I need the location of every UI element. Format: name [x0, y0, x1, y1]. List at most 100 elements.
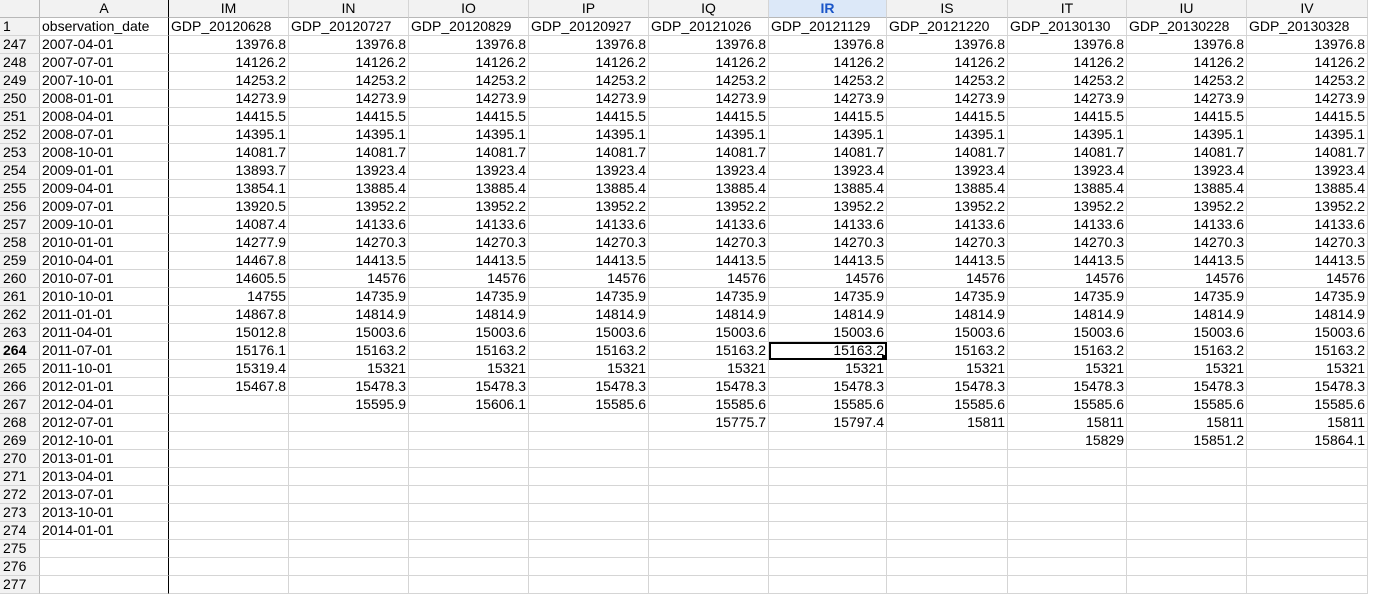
value-cell[interactable] [1008, 522, 1127, 540]
value-cell[interactable]: 14576 [1127, 270, 1247, 288]
value-cell[interactable]: 15811 [1247, 414, 1368, 432]
value-cell[interactable]: 15595.9 [289, 396, 409, 414]
value-cell[interactable] [769, 540, 887, 558]
value-cell[interactable]: 13952.2 [1008, 198, 1127, 216]
value-cell[interactable]: 14413.5 [529, 252, 649, 270]
date-cell[interactable]: 2010-07-01 [40, 270, 169, 288]
value-cell[interactable]: 14735.9 [769, 288, 887, 306]
value-cell[interactable]: 14814.9 [289, 306, 409, 324]
value-cell[interactable]: 14253.2 [887, 72, 1008, 90]
column-header-a[interactable]: A [40, 0, 169, 18]
value-cell[interactable] [1247, 504, 1368, 522]
value-cell[interactable] [1247, 486, 1368, 504]
date-cell[interactable]: 2007-07-01 [40, 54, 169, 72]
value-cell[interactable]: 14415.5 [1127, 108, 1247, 126]
value-cell[interactable]: 15478.3 [1247, 378, 1368, 396]
value-cell[interactable]: 13952.2 [887, 198, 1008, 216]
value-cell[interactable]: 14735.9 [1127, 288, 1247, 306]
date-cell[interactable]: 2013-07-01 [40, 486, 169, 504]
value-cell[interactable]: 14081.7 [289, 144, 409, 162]
value-cell[interactable] [409, 540, 529, 558]
value-cell[interactable] [409, 468, 529, 486]
value-cell[interactable] [769, 576, 887, 594]
value-cell[interactable]: 15478.3 [769, 378, 887, 396]
value-cell[interactable] [1008, 450, 1127, 468]
value-cell[interactable]: 14133.6 [409, 216, 529, 234]
column-title-cell[interactable]: GDP_20121026 [649, 18, 769, 36]
value-cell[interactable] [529, 468, 649, 486]
value-cell[interactable] [1247, 576, 1368, 594]
value-cell[interactable]: 14395.1 [289, 126, 409, 144]
value-cell[interactable]: 14126.2 [1247, 54, 1368, 72]
value-cell[interactable]: 15003.6 [1008, 324, 1127, 342]
value-cell[interactable]: 15478.3 [887, 378, 1008, 396]
value-cell[interactable]: 14133.6 [649, 216, 769, 234]
row-number[interactable]: 257 [0, 216, 40, 234]
value-cell[interactable]: 14413.5 [1247, 252, 1368, 270]
value-cell[interactable]: 13885.4 [769, 180, 887, 198]
date-cell[interactable]: 2009-04-01 [40, 180, 169, 198]
column-title-cell[interactable]: GDP_20130328 [1247, 18, 1368, 36]
value-cell[interactable]: 15163.2 [887, 342, 1008, 360]
column-header-ip[interactable]: IP [529, 0, 649, 18]
value-cell[interactable]: 14126.2 [1008, 54, 1127, 72]
value-cell[interactable]: 15163.2 [1127, 342, 1247, 360]
value-cell[interactable] [1127, 522, 1247, 540]
value-cell[interactable] [1127, 450, 1247, 468]
row-number[interactable]: 265 [0, 360, 40, 378]
value-cell[interactable]: 14253.2 [289, 72, 409, 90]
value-cell[interactable]: 13923.4 [1247, 162, 1368, 180]
value-cell[interactable]: 15585.6 [769, 396, 887, 414]
column-title-cell[interactable]: GDP_20120628 [169, 18, 289, 36]
value-cell[interactable]: 14133.6 [769, 216, 887, 234]
value-cell[interactable]: 14253.2 [169, 72, 289, 90]
value-cell[interactable] [1247, 558, 1368, 576]
value-cell[interactable] [289, 486, 409, 504]
value-cell[interactable] [409, 522, 529, 540]
value-cell[interactable]: 14273.9 [409, 90, 529, 108]
value-cell[interactable]: 14814.9 [529, 306, 649, 324]
row-number[interactable]: 262 [0, 306, 40, 324]
value-cell[interactable]: 14605.5 [169, 270, 289, 288]
value-cell[interactable] [887, 540, 1008, 558]
date-cell[interactable]: 2011-07-01 [40, 342, 169, 360]
value-cell[interactable] [529, 414, 649, 432]
value-cell[interactable] [887, 432, 1008, 450]
date-cell[interactable]: 2007-10-01 [40, 72, 169, 90]
value-cell[interactable] [529, 540, 649, 558]
value-cell[interactable]: 14126.2 [769, 54, 887, 72]
value-cell[interactable]: 14081.7 [769, 144, 887, 162]
column-header-it[interactable]: IT [1008, 0, 1127, 18]
value-cell[interactable]: 14735.9 [529, 288, 649, 306]
value-cell[interactable] [289, 576, 409, 594]
value-cell[interactable]: 13885.4 [289, 180, 409, 198]
value-cell[interactable]: 15163.2 [289, 342, 409, 360]
value-cell[interactable]: 14814.9 [769, 306, 887, 324]
value-cell[interactable]: 14576 [1247, 270, 1368, 288]
value-cell[interactable]: 13952.2 [649, 198, 769, 216]
date-cell[interactable]: 2012-04-01 [40, 396, 169, 414]
value-cell[interactable]: 14081.7 [887, 144, 1008, 162]
value-cell[interactable] [409, 558, 529, 576]
value-cell[interactable] [769, 522, 887, 540]
value-cell[interactable]: 14126.2 [409, 54, 529, 72]
value-cell[interactable] [169, 486, 289, 504]
value-cell[interactable]: 13952.2 [289, 198, 409, 216]
value-cell[interactable]: 14133.6 [887, 216, 1008, 234]
value-cell[interactable]: 15478.3 [649, 378, 769, 396]
value-cell[interactable]: 14395.1 [769, 126, 887, 144]
date-cell[interactable]: 2011-10-01 [40, 360, 169, 378]
value-cell[interactable]: 13923.4 [769, 162, 887, 180]
value-cell[interactable] [1008, 540, 1127, 558]
value-cell[interactable]: 15003.6 [1127, 324, 1247, 342]
value-cell[interactable]: 15797.4 [769, 414, 887, 432]
value-cell[interactable]: 14576 [769, 270, 887, 288]
value-cell[interactable]: 15163.2 [1008, 342, 1127, 360]
row-number[interactable]: 258 [0, 234, 40, 252]
column-title-cell[interactable]: GDP_20120927 [529, 18, 649, 36]
value-cell[interactable]: 15003.6 [409, 324, 529, 342]
value-cell[interactable]: 15811 [1008, 414, 1127, 432]
row-number[interactable]: 276 [0, 558, 40, 576]
value-cell[interactable] [1247, 540, 1368, 558]
value-cell[interactable] [1008, 486, 1127, 504]
